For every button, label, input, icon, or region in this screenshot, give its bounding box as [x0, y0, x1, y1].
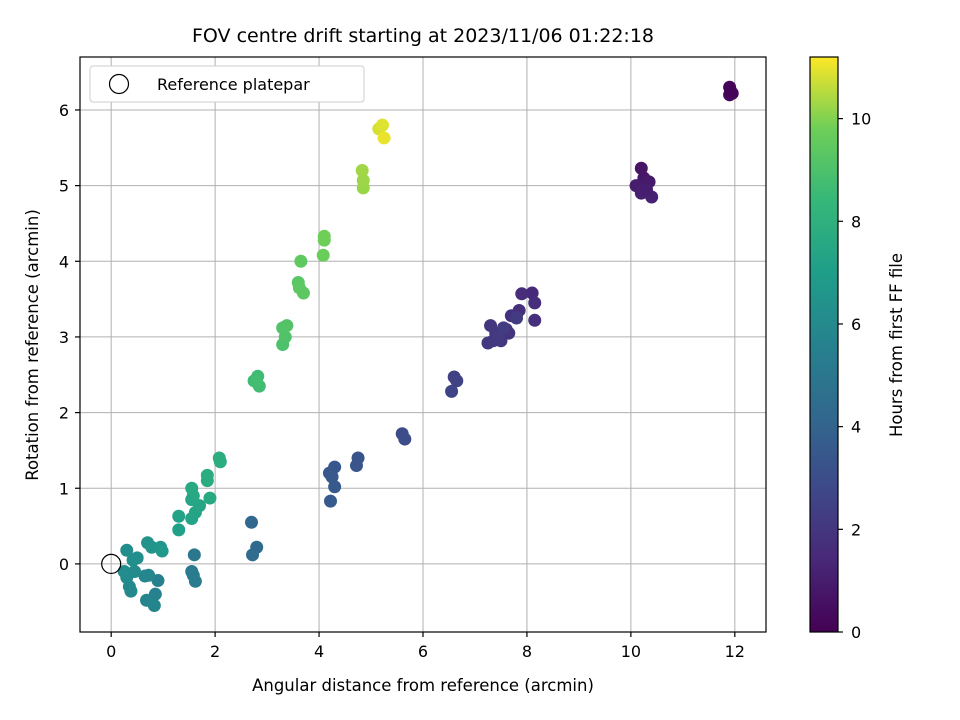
data-point — [375, 118, 389, 132]
data-point — [294, 254, 308, 268]
data-point — [126, 553, 140, 567]
data-point — [377, 131, 391, 145]
y-tick-label: 4 — [59, 252, 69, 271]
data-point — [280, 319, 294, 333]
data-point — [323, 494, 337, 508]
data-point — [185, 481, 199, 495]
y-tick-label: 0 — [59, 555, 69, 574]
x-tick-label: 4 — [314, 642, 324, 661]
data-point — [356, 173, 370, 187]
data-point — [246, 548, 260, 562]
data-point — [128, 564, 142, 578]
colorbar-tick-label: 8 — [851, 212, 861, 231]
data-point — [124, 584, 138, 598]
data-point — [138, 569, 152, 583]
data-point — [445, 384, 459, 398]
data-point — [328, 480, 342, 494]
x-tick-label: 0 — [106, 642, 116, 661]
reference-point — [101, 553, 122, 575]
colorbar-tick-label: 0 — [851, 623, 861, 642]
x-tick-label: 8 — [522, 642, 532, 661]
data-point — [481, 336, 495, 350]
data-point — [325, 470, 339, 484]
y-tick-label: 1 — [59, 479, 69, 498]
data-point — [172, 509, 186, 523]
data-point — [120, 543, 134, 557]
colorbar-label: Hours from first FF file — [887, 253, 906, 437]
data-point — [187, 548, 201, 562]
data-point — [250, 375, 264, 389]
x-axis-label: Angular distance from reference (arcmin) — [252, 676, 594, 695]
data-point — [528, 296, 542, 310]
x-tick-label: 2 — [210, 642, 220, 661]
x-tick-label: 6 — [418, 642, 428, 661]
y-axis-label: Rotation from reference (arcmin) — [23, 209, 42, 481]
legend: Reference platepar — [89, 65, 365, 103]
data-point — [515, 287, 529, 301]
chart-title: FOV centre drift starting at 2023/11/06 … — [192, 25, 654, 47]
data-point — [203, 491, 217, 505]
colorbar-tick-label: 2 — [851, 520, 861, 539]
data-point — [200, 468, 214, 482]
data-point — [155, 544, 169, 558]
y-tick-label: 6 — [59, 101, 69, 120]
legend-label: Reference platepar — [157, 75, 310, 94]
data-point — [117, 564, 131, 578]
data-point — [497, 321, 511, 335]
colorbar-tick-label: 4 — [851, 418, 861, 437]
y-tick-label: 3 — [59, 328, 69, 347]
data-point — [245, 515, 258, 529]
data-point — [213, 455, 227, 469]
colorbar-gradient — [809, 56, 839, 633]
data-point — [296, 286, 310, 300]
colorbar: 0 2 4 6 8 10 Hours from first FF file — [809, 56, 906, 642]
data-point — [147, 599, 161, 613]
data-point — [172, 523, 186, 537]
data-points — [117, 80, 739, 613]
data-point — [528, 313, 542, 327]
data-point — [639, 182, 653, 196]
colorbar-tick-label: 10 — [851, 110, 871, 129]
data-point — [349, 459, 363, 473]
data-point — [188, 574, 202, 588]
legend-marker-icon — [108, 73, 130, 95]
colorbar-tick-label: 6 — [851, 315, 861, 334]
data-point — [355, 163, 369, 177]
colorbar-ticks: 0 2 4 6 8 10 — [838, 110, 871, 642]
data-point — [525, 286, 539, 300]
data-point — [398, 432, 412, 446]
data-point — [317, 229, 331, 243]
data-point — [450, 374, 464, 388]
grid-lines — [80, 57, 766, 632]
y-tick-label: 5 — [59, 177, 69, 196]
data-point — [510, 311, 524, 325]
data-point — [724, 84, 738, 98]
x-tick-label: 10 — [621, 642, 641, 661]
legend-box — [89, 65, 365, 103]
x-tick-label: 12 — [725, 642, 745, 661]
data-point — [634, 161, 648, 175]
data-point — [316, 248, 330, 262]
reference-marker — [101, 553, 122, 575]
y-tick-label: 2 — [59, 404, 69, 423]
